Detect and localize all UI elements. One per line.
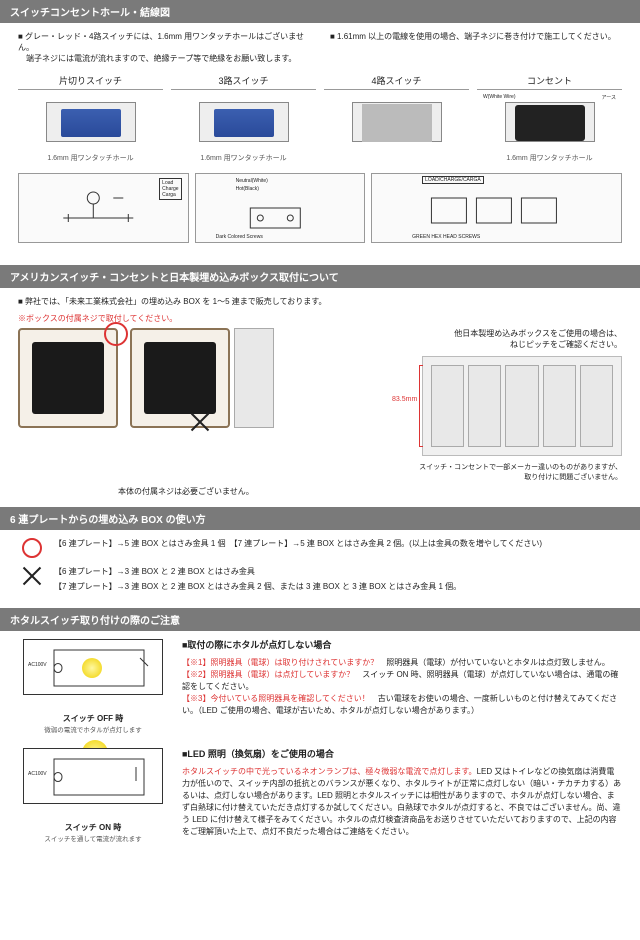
bracket-box (18, 328, 118, 428)
col-title: 4路スイッチ (324, 74, 469, 90)
label-earth: アース (602, 94, 616, 101)
bottom-caption: 本体の付属ネジは必要ございません。 (118, 486, 622, 497)
col-title: 片切りスイッチ (18, 74, 163, 90)
col-title: 3路スイッチ (171, 74, 316, 90)
bracket-ng (130, 328, 274, 428)
on-diagram: AC100V スイッチ ON 時 スイッチを通して電流が流れます (18, 748, 168, 843)
section2-header: アメリカンスイッチ・コンセントと日本製埋め込みボックス取付について (0, 265, 640, 288)
sub-label: 1.6mm 用ワンタッチホール (171, 153, 316, 163)
col-single: 片切りスイッチ 1.6mm 用ワンタッチホール (18, 74, 163, 163)
section1-header: スイッチコンセントホール・結線図 (0, 0, 640, 23)
section4-content: AC100V スイッチ OFF 時 微弱の電流でホタルが点灯します ■取付の際に… (0, 639, 640, 867)
switch-plate (234, 328, 274, 428)
col-4way: 4路スイッチ (324, 74, 469, 163)
block2-body: ホタルスイッチの中で光っているネオンランプは、極々微弱な電流で点灯します。LED… (182, 766, 622, 838)
circuit-off: AC100V (18, 639, 168, 709)
device-row: 片切りスイッチ 1.6mm 用ワンタッチホール 3路スイッチ 1.6mm 用ワン… (18, 74, 622, 163)
gang-box (422, 356, 622, 456)
block1-l1: 【※1】照明器具（電球）は取り付けされていますか？ 照明器具（電球）が付いていな… (182, 657, 622, 669)
hotaru-off-row: AC100V スイッチ OFF 時 微弱の電流でホタルが点灯します ■取付の際に… (18, 639, 622, 734)
on-sub: スイッチを通して電流が流れます (18, 833, 168, 843)
ng-text: 【6 連プレート】→3 連 BOX と 2 連 BOX とはさみ金具 【7 連プ… (54, 566, 461, 592)
off-sub: 微弱の電流でホタルが点灯します (18, 724, 168, 734)
gang-wrap: 83.5mm (422, 356, 622, 456)
list-ng: 【6 連プレート】→3 連 BOX と 2 連 BOX とはさみ金具 【7 連プ… (18, 566, 622, 592)
off-diagram: AC100V スイッチ OFF 時 微弱の電流でホタルが点灯します (18, 639, 168, 734)
right-sub: スイッチ・コンセントで一部メーカー違いのものがありますが、 取り付けに問題ござい… (286, 462, 622, 482)
hotaru-on-row: AC100V スイッチ ON 時 スイッチを通して電流が流れます ■LED 照明… (18, 748, 622, 843)
label-load: Load Charge Carga (159, 178, 181, 200)
ng-line2: 【7 連プレート】→3 連 BOX と 2 連 BOX とはさみ金具 2 個、ま… (54, 581, 461, 592)
box-row: 他日本製埋め込みボックスをご使用の場合は、 ねじピッチをご確認ください。 83.… (18, 328, 622, 482)
block1-l2: 【※2】照明器具（電球）は点灯していますか？ スイッチ ON 時、照明器具（電球… (182, 669, 622, 693)
col-outlet: コンセント W(White Wire) アース 1.6mm 用ワンタッチホール (477, 74, 622, 163)
right-note: 他日本製埋め込みボックスをご使用の場合は、 ねじピッチをご確認ください。 (286, 328, 622, 350)
section3-content: 【6 連プレート】→5 連 BOX とはさみ金具 1 個 【7 連プレート】→5… (0, 538, 640, 608)
block1-title: ■取付の際にホタルが点灯しない場合 (182, 639, 622, 653)
wiring-3way: Neutral(White) Hot(Black) Dark Colored S… (195, 173, 366, 243)
label-loadcharge: LOAD/CHARGE/CARGA (422, 176, 484, 184)
col-3way: 3路スイッチ 1.6mm 用ワンタッチホール (171, 74, 316, 163)
section1-notes: ■ グレー・レッド・4路スイッチには、1.6mm 用ワンタッチホールはございませ… (18, 31, 622, 64)
note-right: ■ 1.61mm 以上の電線を使用の場合、端子ネジに巻き付けで施工してください。 (330, 31, 622, 64)
l1a: 【※1】照明器具（電球）は取り付けされていますか？ (182, 658, 378, 667)
bracket-ok (18, 328, 118, 428)
circle-icon (104, 322, 128, 346)
right-col: 他日本製埋め込みボックスをご使用の場合は、 ねじピッチをご確認ください。 83.… (286, 328, 622, 482)
circuit-on: AC100V (18, 748, 168, 818)
label-green: GREEN HEX HEAD SCREWS (412, 234, 480, 240)
sub-label: 1.6mm 用ワンタッチホール (18, 153, 163, 163)
section2-intro: ■ 弊社では、「未来工業株式会社」の埋め込み BOX を 1〜5 連まで販売して… (18, 296, 622, 307)
sub-label: 1.6mm 用ワンタッチホール (477, 153, 622, 163)
label-screws: Dark Colored Screws (216, 234, 263, 240)
l3a: 【※3】今付いている照明器具を確認してください！ (182, 694, 370, 703)
section4-header: ホタルスイッチ取り付けの際のご注意 (0, 608, 640, 631)
x-icon (190, 412, 210, 432)
section1-content: ■ グレー・レッド・4路スイッチには、1.6mm 用ワンタッチホールはございませ… (0, 31, 640, 265)
red-phrase: ホタルスイッチの中で光っているネオンランプは、極々微弱な電流で点灯します。 (182, 767, 477, 776)
label-hot: Hot(Black) (236, 186, 259, 192)
section2-red-note: ※ボックスの付属ネジで取付してください。 (18, 313, 622, 324)
off-caption: スイッチ OFF 時 (18, 713, 168, 724)
circle-icon (22, 538, 42, 558)
wiring-4way: LOAD/CHARGE/CARGA GREEN HEX HEAD SCREWS (371, 173, 622, 243)
label-white: W(White Wire) (483, 94, 516, 100)
device-diagram: W(White Wire) アース (477, 94, 622, 150)
block2-title: ■LED 照明（換気扇）をご使用の場合 (182, 748, 622, 762)
wiring-single: Load Charge Carga (18, 173, 189, 243)
block2: ■LED 照明（換気扇）をご使用の場合 ホタルスイッチの中で光っているネオンラン… (182, 748, 622, 843)
on-caption: スイッチ ON 時 (18, 822, 168, 833)
list-ok: 【6 連プレート】→5 連 BOX とはさみ金具 1 個 【7 連プレート】→5… (18, 538, 622, 560)
col-title: コンセント (477, 74, 622, 90)
ng-line1: 【6 連プレート】→3 連 BOX と 2 連 BOX とはさみ金具 (54, 566, 461, 577)
l2a: 【※2】照明器具（電球）は点灯していますか？ (182, 670, 354, 679)
note-left: ■ グレー・レッド・4路スイッチには、1.6mm 用ワンタッチホールはございませ… (18, 31, 310, 64)
l1b: 照明器具（電球）が付いていないとホタルは点灯致しません。 (378, 658, 610, 667)
block1: ■取付の際にホタルが点灯しない場合 【※1】照明器具（電球）は取り付けされていま… (182, 639, 622, 734)
section2-content: ■ 弊社では、「未来工業株式会社」の埋め込み BOX を 1〜5 連まで販売して… (0, 296, 640, 507)
wiring-row: Load Charge Carga Neutral(White) Hot(Bla… (18, 173, 622, 243)
ok-text: 【6 連プレート】→5 連 BOX とはさみ金具 1 個 【7 連プレート】→5… (54, 538, 542, 549)
device-diagram (18, 94, 163, 150)
block1-l3: 【※3】今付いている照明器具を確認してください！ 古い電球をお使いの場合、一度新… (182, 693, 622, 717)
dim-line (419, 365, 423, 447)
x-icon (22, 566, 42, 586)
label-neutral: Neutral(White) (236, 178, 268, 184)
dimension-label: 83.5mm (392, 396, 417, 403)
body-rest: LED 又はトイレなどの換気扇は消費電力が低いので、スイッチ内部の抵抗とのバラン… (182, 767, 621, 836)
device-diagram (171, 94, 316, 150)
device-diagram (324, 94, 469, 150)
bracket-box (130, 328, 230, 428)
section3-header: 6 連プレートからの埋め込み BOX の使い方 (0, 507, 640, 530)
